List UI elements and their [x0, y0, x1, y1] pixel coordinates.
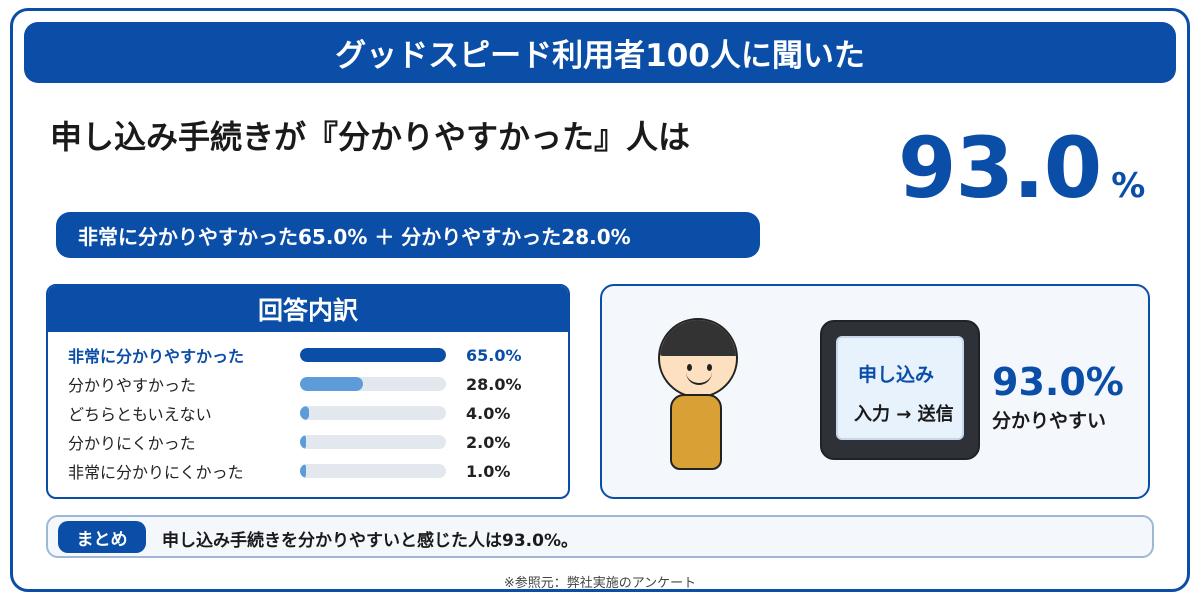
- bar-fill: [300, 406, 309, 420]
- breakdown-row: 非常に分かりにくかった 1.0%: [68, 459, 558, 483]
- row-value: 65.0%: [466, 345, 522, 365]
- person-body: [670, 394, 722, 470]
- row-label: 非常に分かりやすかった: [68, 347, 245, 366]
- bar-track: [300, 464, 446, 478]
- bar-fill: [300, 464, 306, 478]
- bar-track: [300, 435, 446, 449]
- row-label: どちらともいえない: [68, 405, 212, 424]
- person-eye: [687, 364, 692, 371]
- row-value: 28.0%: [466, 374, 522, 394]
- main-percentage-number: 93.0: [898, 119, 1102, 217]
- row-value: 2.0%: [466, 432, 511, 452]
- person-mouth: [686, 372, 712, 385]
- bar-fill: [300, 435, 306, 449]
- headline: 申し込み手続きが『分かりやすかった』人は: [50, 118, 691, 156]
- summary-text: 申し込み手続きを分かりやすいと感じた人は93.0%。: [162, 531, 578, 551]
- row-label: 非常に分かりにくかった: [68, 463, 244, 482]
- row-value: 4.0%: [466, 403, 511, 423]
- row-label: 分かりにくかった: [68, 434, 196, 453]
- source-note: ※参照元：弊社実施のアンケート: [503, 576, 697, 591]
- breakdown-row: 分かりやすかった 28.0%: [68, 372, 558, 396]
- row-label: 分かりやすかった: [68, 376, 197, 395]
- person-eye: [707, 364, 712, 371]
- breakdown-row: どちらともいえない 4.0%: [68, 401, 558, 425]
- breakdown-row: 分かりにくかった 2.0%: [68, 430, 558, 454]
- illustration-caption: 分かりやすい: [992, 410, 1107, 432]
- panel-title: 回答内訳: [48, 286, 568, 332]
- breakdown-pill: 非常に分かりやすかった65.0% ＋ 分かりやすかった28.0%: [56, 212, 760, 258]
- person-head: [658, 318, 738, 398]
- summary-box: まとめ 申し込み手続きを分かりやすいと感じた人は93.0%。: [46, 515, 1154, 558]
- illustration-percentage: 93.0%: [992, 360, 1124, 404]
- tablet-screen-subtitle: 入力 → 送信: [854, 404, 954, 425]
- row-value: 1.0%: [466, 461, 511, 481]
- tablet-illustration: 申し込み 入力 → 送信: [820, 320, 980, 460]
- tablet-screen-title: 申し込み: [858, 364, 935, 386]
- bar-fill: [300, 348, 446, 362]
- main-percentage: 93.0 %: [898, 118, 1148, 218]
- breakdown-row: 非常に分かりやすかった 65.0%: [68, 343, 558, 367]
- bar-track: [300, 406, 446, 420]
- main-percentage-unit: %: [1111, 166, 1146, 206]
- summary-tag: まとめ: [58, 521, 146, 553]
- tablet-screen: 申し込み 入力 → 送信: [836, 336, 964, 440]
- bar-track: [300, 348, 446, 362]
- response-breakdown-panel: 回答内訳 非常に分かりやすかった 65.0% 分かりやすかった 28.0% どち…: [46, 284, 570, 499]
- person-illustration: [654, 312, 744, 476]
- bar-fill: [300, 377, 363, 391]
- bar-track: [300, 377, 446, 391]
- person-hair: [660, 320, 736, 356]
- banner-title: グッドスピード利用者100人に聞いた: [24, 22, 1176, 83]
